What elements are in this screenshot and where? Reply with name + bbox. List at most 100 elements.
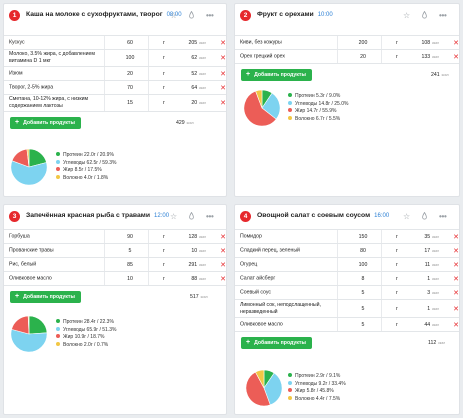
add-products-button[interactable]: + Добавить продукты (10, 291, 81, 303)
food-amount[interactable]: 20 (360, 53, 366, 60)
food-amount[interactable]: 100 (358, 261, 368, 268)
food-unit[interactable]: г (163, 247, 165, 254)
food-unit[interactable]: г (396, 233, 398, 240)
food-unit[interactable]: г (163, 100, 165, 106)
food-unit[interactable]: г (396, 321, 398, 328)
table-row: Оливковое масло 5 г 44 ккал ✕ (235, 318, 459, 332)
meal-time[interactable]: 10:00 (317, 12, 333, 18)
food-unit[interactable]: г (396, 39, 398, 46)
star-icon[interactable]: ☆ (170, 11, 178, 20)
delete-row-icon[interactable]: ✕ (220, 247, 226, 255)
table-row: Киви, без кожуры 200 г 108 ккал ✕ (235, 36, 459, 50)
food-amount[interactable]: 70 (127, 84, 133, 91)
food-name: Сладкий перец, зеленый (240, 247, 300, 253)
delete-row-icon[interactable]: ✕ (220, 275, 226, 283)
food-amount[interactable]: 15 (127, 100, 133, 106)
delete-row-icon[interactable]: ✕ (453, 233, 459, 241)
food-unit[interactable]: г (163, 55, 165, 61)
water-drop-icon[interactable] (422, 11, 427, 19)
food-amount[interactable]: 5 (128, 247, 132, 254)
star-icon[interactable]: ☆ (403, 11, 411, 20)
food-amount[interactable]: 5 (361, 289, 365, 296)
delete-row-icon[interactable]: ✕ (453, 261, 459, 269)
food-amount[interactable]: 8 (361, 275, 365, 282)
column-divider (381, 36, 382, 49)
meal-time[interactable]: 08:00 (166, 12, 182, 18)
meal-total: 517 ккал (190, 294, 208, 300)
food-amount[interactable]: 85 (127, 261, 133, 268)
meal-time[interactable]: 12:00 (154, 213, 170, 219)
legend-dot (56, 319, 60, 324)
star-icon[interactable]: ☆ (403, 212, 411, 221)
meal-number-badge: 2 (240, 10, 251, 21)
food-unit[interactable]: г (163, 70, 165, 77)
delete-row-icon[interactable]: ✕ (220, 261, 226, 269)
calories-unit: ккал (432, 248, 439, 253)
more-options-icon[interactable]: ••• (439, 212, 447, 221)
food-amount[interactable]: 90 (127, 233, 133, 240)
food-name: Сметана, 10-12% жира, с низким содержани… (9, 96, 89, 109)
food-unit[interactable]: г (163, 84, 165, 91)
delete-row-icon[interactable]: ✕ (453, 275, 459, 283)
legend-item-fiber: Волокно 6.7г / 5.5% (288, 116, 348, 124)
food-amount[interactable]: 10 (127, 275, 133, 282)
food-unit[interactable]: г (396, 53, 398, 60)
column-divider (104, 36, 105, 49)
delete-row-icon[interactable]: ✕ (220, 100, 226, 107)
food-calories: 205 ккал (176, 40, 206, 46)
more-options-icon[interactable]: ••• (206, 212, 214, 221)
legend-item-fiber: Волокно 4.4г / 7.5% (288, 396, 346, 404)
delete-row-icon[interactable]: ✕ (453, 39, 459, 47)
food-amount[interactable]: 100 (125, 55, 135, 61)
more-options-icon[interactable]: ••• (439, 11, 447, 20)
food-unit[interactable]: г (396, 261, 398, 268)
food-name: Изюм (9, 70, 23, 76)
water-drop-icon[interactable] (422, 212, 427, 220)
food-amount[interactable]: 5 (361, 305, 365, 312)
macro-pie-chart (245, 369, 283, 407)
calories-unit: ккал (199, 248, 206, 253)
water-drop-icon[interactable] (189, 212, 194, 220)
add-products-button[interactable]: + Добавить продукты (241, 69, 312, 81)
food-amount[interactable]: 5 (361, 321, 365, 328)
delete-row-icon[interactable]: ✕ (220, 55, 226, 62)
calories-unit: ккал (199, 262, 206, 267)
delete-row-icon[interactable]: ✕ (220, 70, 226, 78)
food-unit[interactable]: г (396, 247, 398, 254)
delete-row-icon[interactable]: ✕ (453, 321, 459, 329)
food-unit[interactable]: г (163, 275, 165, 282)
food-calories: 35 ккал (409, 234, 439, 240)
more-options-icon[interactable]: ••• (206, 11, 214, 20)
delete-row-icon[interactable]: ✕ (453, 53, 459, 61)
table-row: Кускус 60 г 205 ккал ✕ (4, 36, 226, 50)
food-amount[interactable]: 20 (127, 70, 133, 77)
food-amount[interactable]: 80 (360, 247, 366, 254)
delete-row-icon[interactable]: ✕ (453, 247, 459, 255)
delete-row-icon[interactable]: ✕ (220, 39, 226, 47)
food-unit[interactable]: г (396, 289, 398, 296)
food-amount[interactable]: 60 (127, 39, 133, 46)
food-amount[interactable]: 150 (358, 233, 368, 240)
legend-dot (56, 334, 60, 339)
food-unit[interactable]: г (163, 39, 165, 46)
delete-row-icon[interactable]: ✕ (220, 84, 226, 92)
star-icon[interactable]: ☆ (170, 212, 178, 221)
column-divider (104, 258, 105, 271)
delete-row-icon[interactable]: ✕ (220, 233, 226, 241)
legend-dot (288, 108, 292, 113)
add-products-button[interactable]: + Добавить продукты (10, 117, 81, 129)
food-unit[interactable]: г (163, 233, 165, 240)
food-unit[interactable]: г (396, 275, 398, 282)
food-unit[interactable]: г (396, 305, 398, 312)
water-drop-icon[interactable] (189, 11, 194, 19)
delete-row-icon[interactable]: ✕ (453, 305, 459, 313)
add-products-button[interactable]: + Добавить продукты (241, 337, 312, 349)
table-row: Соевый соус 5 г 3 ккал ✕ (235, 286, 459, 300)
delete-row-icon[interactable]: ✕ (453, 289, 459, 297)
food-unit[interactable]: г (163, 261, 165, 268)
total-calories-value: 429 (176, 120, 185, 126)
food-calories: 62 ккал (176, 55, 206, 61)
legend-dot (56, 174, 60, 179)
food-amount[interactable]: 200 (358, 39, 368, 46)
meal-time[interactable]: 16:00 (374, 213, 390, 219)
